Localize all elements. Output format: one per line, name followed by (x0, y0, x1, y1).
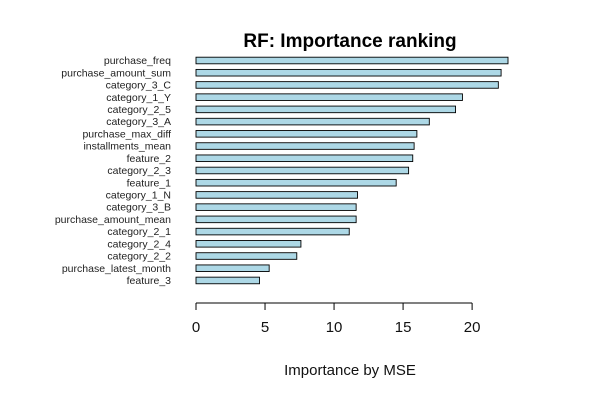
x-tick-label: 0 (192, 319, 200, 336)
bar-feature_1 (195, 178, 397, 187)
bar-category_2_4 (195, 240, 302, 248)
category-label: purchase_freq (104, 55, 171, 67)
category-label: category_2_4 (107, 238, 171, 250)
category-label: installments_mean (83, 141, 171, 153)
bar-category_3_C (195, 81, 499, 89)
category-label: feature_1 (127, 177, 172, 189)
category-label: category_2_5 (107, 104, 171, 116)
bar-category_1_N (195, 191, 358, 199)
category-label: feature_2 (127, 153, 172, 165)
bar-category_2_3 (195, 166, 410, 175)
bar-category_3_B (195, 203, 357, 211)
bar-category_2_1 (195, 227, 350, 236)
category-label: purchase_latest_month (62, 263, 171, 275)
category-label: purchase_max_diff (82, 128, 171, 140)
bar-category_2_5 (195, 105, 456, 114)
bars-layer (195, 56, 509, 285)
category-label: purchase_amount_mean (55, 214, 171, 226)
bar-category_2_2 (195, 252, 298, 260)
x-tick-label: 10 (326, 319, 343, 336)
category-label: category_2_1 (107, 226, 171, 238)
bar-purchase_freq (195, 56, 509, 65)
category-label: category_1_Y (106, 92, 171, 104)
category-label: category_1_N (106, 190, 171, 202)
category-label: category_2_3 (107, 165, 171, 177)
x-tick-label: 20 (464, 319, 481, 336)
bar-purchase_amount_sum (195, 68, 502, 77)
bar-category_3_A (195, 117, 430, 126)
x-axis: 0 5 10 15 20 (192, 302, 481, 336)
category-labels: purchase_freqpurchase_amount_sumcategory… (55, 55, 172, 287)
category-label: category_3_A (106, 116, 171, 128)
bar-category_1_Y (195, 93, 463, 101)
chart-title: RF: Importance ranking (243, 31, 456, 52)
x-tick-label: 5 (261, 319, 269, 336)
bar-feature_2 (195, 154, 414, 163)
category-label: category_2_2 (107, 251, 171, 263)
bar-purchase_max_diff (195, 130, 418, 138)
bar-purchase_amount_mean (195, 215, 357, 224)
x-tick-label: 15 (395, 319, 412, 336)
category-label: category_3_B (106, 202, 171, 214)
category-label: category_3_C (106, 80, 172, 92)
x-axis-label: Importance by MSE (284, 362, 416, 379)
category-label: purchase_amount_sum (61, 67, 171, 79)
bar-feature_3 (195, 276, 260, 285)
bar-installments_mean (195, 142, 415, 150)
category-label: feature_3 (127, 275, 172, 287)
bar-purchase_latest_month (195, 264, 270, 272)
